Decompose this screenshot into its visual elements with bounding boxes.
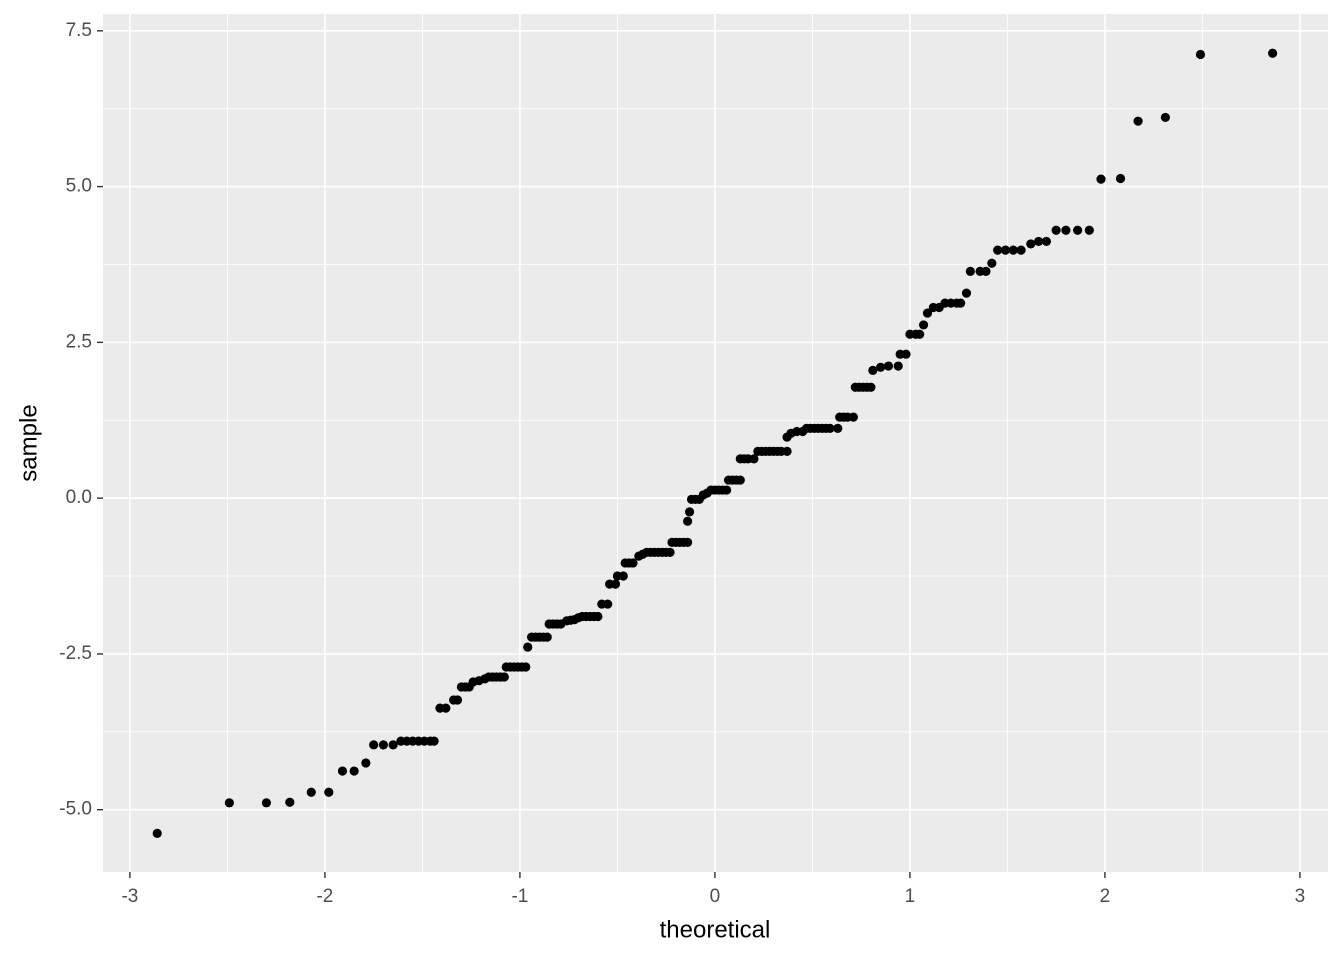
grid: [103, 14, 1328, 872]
y-axis-title: sample: [15, 404, 42, 481]
point: [993, 245, 1003, 255]
point: [224, 798, 234, 808]
point: [261, 798, 272, 808]
point: [542, 632, 552, 642]
point: [1026, 239, 1036, 249]
point: [922, 308, 933, 318]
point: [285, 797, 295, 807]
point: [883, 361, 894, 371]
point: [349, 766, 359, 776]
point: [1073, 225, 1083, 235]
point: [918, 320, 929, 330]
y-tick-label: -5.0: [59, 799, 92, 820]
point: [961, 288, 972, 298]
point: [1034, 236, 1044, 247]
point: [866, 382, 876, 392]
point: [521, 662, 531, 672]
point: [369, 740, 379, 750]
point: [683, 516, 693, 526]
y-tick-label: -2.5: [59, 643, 92, 664]
point: [1084, 225, 1094, 235]
point: [956, 298, 966, 308]
x-tick-label: -3: [121, 886, 138, 907]
point: [1160, 112, 1170, 123]
point: [876, 362, 886, 372]
point: [1115, 173, 1126, 184]
point: [388, 740, 398, 750]
y-tick-label: 2.5: [66, 331, 92, 352]
point: [361, 758, 371, 768]
point: [603, 599, 613, 609]
x-axis-title: theoretical: [660, 916, 771, 943]
point: [722, 485, 732, 495]
points: [152, 48, 1278, 838]
x-tick-label: 3: [1295, 886, 1306, 907]
x-tick-label: 1: [905, 886, 916, 907]
point: [683, 537, 693, 547]
point: [665, 547, 675, 557]
point: [987, 258, 997, 268]
x-tick-label: 0: [710, 886, 721, 907]
point: [965, 266, 975, 276]
point: [901, 349, 911, 359]
point: [915, 329, 925, 339]
x-tick-label: -2: [316, 886, 333, 907]
point: [1061, 225, 1071, 235]
point: [452, 695, 463, 705]
point: [523, 642, 533, 652]
point: [1041, 236, 1052, 247]
point: [782, 446, 792, 457]
y-tick-label: 0.0: [66, 487, 92, 508]
point: [825, 423, 835, 433]
point: [893, 361, 903, 371]
point: [429, 736, 439, 746]
point: [1016, 245, 1026, 255]
point: [749, 454, 759, 464]
x-tick-label: -1: [511, 886, 528, 907]
y-tick-label: 7.5: [66, 20, 92, 41]
point: [628, 558, 638, 568]
point: [833, 423, 843, 433]
point: [618, 571, 628, 581]
point: [499, 672, 509, 682]
point: [337, 766, 348, 776]
x-tick-label: 2: [1100, 886, 1111, 907]
point: [1051, 225, 1061, 235]
point: [306, 787, 316, 797]
point: [1133, 116, 1143, 126]
point: [684, 507, 695, 517]
point: [1096, 174, 1106, 184]
point: [378, 740, 389, 750]
point: [593, 611, 603, 622]
point: [1008, 245, 1018, 255]
y-tick-label: 5.0: [66, 176, 92, 197]
point: [152, 828, 162, 838]
point: [868, 365, 878, 376]
point: [848, 412, 858, 422]
point: [1268, 48, 1278, 58]
point: [1195, 49, 1206, 60]
point: [735, 475, 745, 485]
point: [324, 787, 334, 797]
point: [610, 579, 621, 589]
point: [441, 703, 451, 713]
point: [981, 266, 991, 276]
point: [1000, 245, 1011, 255]
